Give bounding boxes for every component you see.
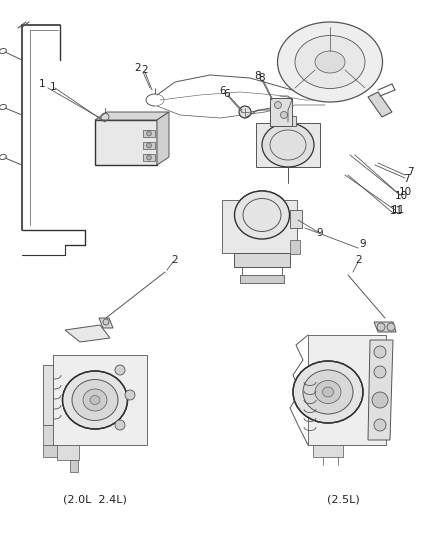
Text: 9: 9: [316, 228, 323, 238]
Bar: [240, 275, 284, 283]
Bar: [143, 142, 155, 149]
Ellipse shape: [281, 139, 295, 151]
Ellipse shape: [146, 143, 152, 148]
Text: 8: 8: [258, 73, 265, 83]
Polygon shape: [95, 112, 169, 120]
Ellipse shape: [387, 323, 395, 331]
Text: 10: 10: [395, 191, 408, 201]
Polygon shape: [368, 340, 393, 440]
Text: 9: 9: [360, 239, 366, 249]
Text: 7: 7: [403, 174, 410, 184]
Text: 1: 1: [50, 82, 57, 92]
Ellipse shape: [374, 419, 386, 431]
Bar: [43, 445, 63, 457]
Ellipse shape: [63, 371, 127, 429]
Ellipse shape: [125, 390, 135, 400]
Ellipse shape: [377, 323, 385, 331]
Text: 11: 11: [390, 206, 403, 216]
Bar: [290, 210, 302, 228]
Polygon shape: [157, 112, 169, 165]
Polygon shape: [308, 335, 386, 445]
Ellipse shape: [72, 379, 118, 421]
Text: 10: 10: [399, 187, 412, 197]
Ellipse shape: [372, 392, 388, 408]
Bar: [95, 120, 157, 165]
Text: 1: 1: [39, 79, 45, 89]
Text: 7: 7: [407, 167, 413, 177]
Bar: [280, 116, 296, 126]
Polygon shape: [53, 355, 147, 445]
Ellipse shape: [234, 191, 290, 239]
Ellipse shape: [146, 131, 152, 136]
Text: 2: 2: [135, 63, 141, 73]
Ellipse shape: [278, 22, 382, 102]
Text: 8: 8: [254, 71, 261, 81]
Text: 6: 6: [220, 86, 226, 96]
Bar: [143, 130, 155, 137]
Ellipse shape: [262, 123, 314, 167]
Polygon shape: [65, 325, 110, 342]
Ellipse shape: [115, 365, 125, 375]
Bar: [234, 253, 290, 267]
Polygon shape: [222, 200, 297, 253]
Ellipse shape: [262, 123, 314, 167]
Ellipse shape: [374, 346, 386, 358]
Ellipse shape: [293, 361, 363, 423]
Polygon shape: [43, 365, 53, 425]
Ellipse shape: [234, 191, 290, 239]
Ellipse shape: [146, 155, 152, 160]
Bar: [143, 154, 155, 161]
Text: 6: 6: [223, 90, 230, 100]
Ellipse shape: [243, 198, 281, 231]
Text: 2: 2: [141, 65, 148, 75]
Bar: [290, 240, 300, 254]
Polygon shape: [99, 318, 113, 328]
Bar: [43, 425, 53, 445]
Ellipse shape: [103, 319, 109, 325]
Bar: [256, 123, 320, 167]
Ellipse shape: [90, 395, 100, 405]
Ellipse shape: [315, 51, 345, 73]
Ellipse shape: [374, 366, 386, 378]
Text: (2.0L  2.4L): (2.0L 2.4L): [63, 495, 127, 505]
Text: 2: 2: [171, 255, 177, 265]
Bar: [57, 445, 79, 460]
Ellipse shape: [280, 111, 287, 118]
Text: 2: 2: [356, 255, 362, 265]
Polygon shape: [374, 322, 396, 332]
Bar: [70, 460, 78, 472]
Ellipse shape: [83, 389, 107, 411]
Ellipse shape: [315, 381, 341, 403]
Bar: [313, 445, 343, 457]
Text: 11: 11: [392, 205, 405, 215]
Text: (2.5L): (2.5L): [327, 495, 359, 505]
Bar: [270, 98, 292, 126]
Ellipse shape: [295, 36, 365, 88]
Ellipse shape: [239, 106, 251, 118]
Ellipse shape: [303, 370, 353, 414]
Ellipse shape: [270, 130, 306, 160]
Ellipse shape: [322, 387, 333, 397]
Ellipse shape: [115, 420, 125, 430]
Ellipse shape: [275, 101, 282, 109]
Polygon shape: [368, 92, 392, 117]
Ellipse shape: [254, 208, 270, 222]
